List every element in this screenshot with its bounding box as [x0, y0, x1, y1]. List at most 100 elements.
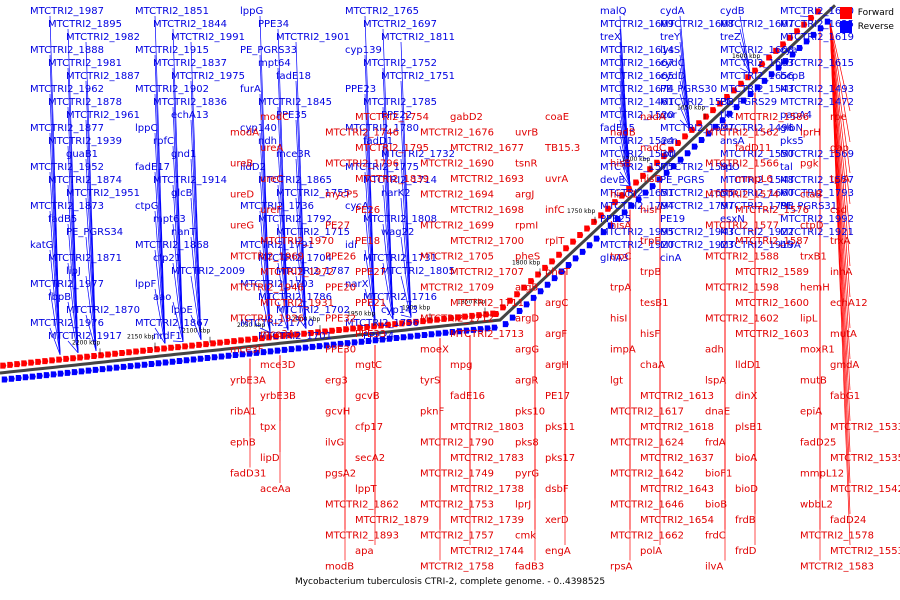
- forward-gene-arrow: [399, 320, 406, 327]
- feature-line: [400, 197, 412, 318]
- forward-gene-arrow: [336, 326, 343, 333]
- gene-label: MTCTRI2_1699: [420, 221, 494, 232]
- feature-line: [364, 249, 376, 322]
- reverse-gene-arrow: [810, 31, 817, 38]
- gene-label: dnaE: [705, 407, 730, 418]
- reverse-gene-arrow: [677, 156, 684, 163]
- gene-label: MTCTRI2_1756: [345, 318, 419, 329]
- legend-reverse-label: Reverse: [857, 22, 894, 32]
- forward-gene-arrow: [528, 278, 535, 285]
- forward-gene-arrow: [724, 93, 731, 100]
- gene-label: glnA3: [600, 253, 629, 264]
- feature-line: [67, 301, 79, 353]
- feature-line: [277, 223, 289, 331]
- tick-label: 1600 kbp: [732, 53, 760, 60]
- tick-label: 2200 kbp: [72, 339, 100, 346]
- forward-gene-arrow: [773, 47, 780, 54]
- feature-line: [829, 21, 851, 174]
- gene-label: PPE30: [325, 345, 356, 356]
- gene-label: MTCTRI2_1660: [720, 188, 794, 199]
- forward-gene-arrow: [308, 329, 315, 336]
- gene-label: MTCTRI2_1917: [48, 331, 122, 342]
- feature-line: [679, 67, 691, 130]
- gene-label: lppE: [171, 305, 193, 316]
- gene-label: PE26: [355, 205, 380, 216]
- forward-gene-arrow: [329, 327, 336, 334]
- feature-line: [172, 262, 184, 342]
- gene-label: MTCTRI2_1874: [48, 175, 122, 186]
- gene-label: MTCTRI2_1877: [30, 123, 104, 134]
- gene-label: MTCTRI2_1690: [420, 159, 494, 170]
- gene-label: pheT: [545, 267, 571, 278]
- forward-gene-arrow: [28, 359, 35, 366]
- gene-label: MTCTRI2_1785: [363, 97, 437, 108]
- gene-label: pks8: [515, 438, 539, 449]
- gene-label: lysS: [660, 45, 680, 56]
- reverse-gene-arrow: [302, 344, 309, 351]
- gene-label: MTCTRI2_1758: [420, 562, 494, 573]
- forward-gene-arrow: [35, 358, 42, 365]
- gene-label: MTCTRI2_1805: [381, 266, 455, 277]
- feature-line: [49, 171, 61, 355]
- gene-label: bfrA: [780, 240, 801, 251]
- forward-gene-arrow: [105, 351, 112, 358]
- reverse-gene-arrow: [267, 348, 274, 355]
- gene-label: nadA: [640, 112, 666, 123]
- tick-label: 1750 kbp: [567, 208, 595, 215]
- gene-label: argD: [515, 314, 539, 325]
- feature-line: [382, 223, 394, 320]
- reverse-gene-arrow: [456, 328, 463, 335]
- gene-label: ilvA: [705, 562, 723, 573]
- forward-gene-arrow: [682, 133, 689, 140]
- gene-label: MTCTRI2_1712: [420, 314, 494, 325]
- gene-label: MTCTRI2_1787: [276, 266, 350, 277]
- forward-gene-arrow: [689, 126, 696, 133]
- forward-gene-arrow: [231, 338, 238, 345]
- gene-label: MTCTRI2_1663: [720, 58, 794, 69]
- gene-label: PE_PGRS31: [780, 201, 837, 212]
- reverse-gene-arrow: [796, 44, 803, 51]
- forward-gene-arrow: [133, 348, 140, 355]
- gene-label: MTCTRI2_1557: [780, 175, 854, 186]
- gene-label: MTCTRI2_1981: [48, 58, 122, 69]
- gene-label: apa: [355, 546, 374, 557]
- gene-label: ureC: [260, 174, 283, 185]
- forward-gene-arrow: [280, 332, 287, 339]
- gene-label: MTCTRI2_1535: [830, 453, 900, 464]
- forward-gene-arrow: [535, 271, 542, 278]
- forward-gene-arrow: [815, 8, 822, 15]
- gene-label: cydA: [660, 6, 685, 17]
- gene-label: PE19: [660, 214, 685, 225]
- reverse-gene-arrow: [309, 343, 316, 350]
- gene-label: pks17: [545, 453, 575, 464]
- forward-swatch: [839, 7, 852, 19]
- reverse-gene-arrow: [670, 163, 677, 170]
- gene-label: MTCTRI2_1576: [735, 205, 809, 216]
- gene-label: MTCTRI2_1921: [780, 227, 854, 238]
- gene-label: MTCTRI2_1617: [610, 407, 684, 418]
- forward-gene-arrow: [63, 355, 70, 362]
- gene-label: mpt63: [153, 214, 186, 225]
- gene-label: cinA: [660, 253, 682, 264]
- forward-gene-arrow: [563, 245, 570, 252]
- feature-line: [364, 132, 376, 322]
- gene-label: MTCTRI2_1665: [600, 71, 674, 82]
- gene-label: PPE26: [325, 252, 356, 263]
- feature-line: [679, 106, 691, 130]
- forward-gene-arrow: [70, 355, 77, 362]
- gene-label: MTCTRI2_1923: [660, 240, 734, 251]
- reverse-gene-arrow: [572, 255, 579, 262]
- gene-label: echA12: [830, 298, 868, 309]
- gene-label: engA: [545, 546, 571, 557]
- gene-label: moeX: [420, 345, 449, 356]
- reverse-swatch: [839, 21, 852, 33]
- gene-label: MTCTRI2_1915: [135, 45, 209, 56]
- forward-gene-arrow: [266, 334, 273, 341]
- reverse-gene-arrow: [358, 338, 365, 345]
- gene-label: MTCTRI2_1775: [345, 162, 419, 173]
- forward-gene-arrow: [476, 312, 483, 319]
- gene-label: hemH: [800, 283, 830, 294]
- gene-label: ctpG: [135, 201, 159, 212]
- gene-label: fadD24: [830, 515, 866, 526]
- gene-label: gmdA: [830, 360, 859, 371]
